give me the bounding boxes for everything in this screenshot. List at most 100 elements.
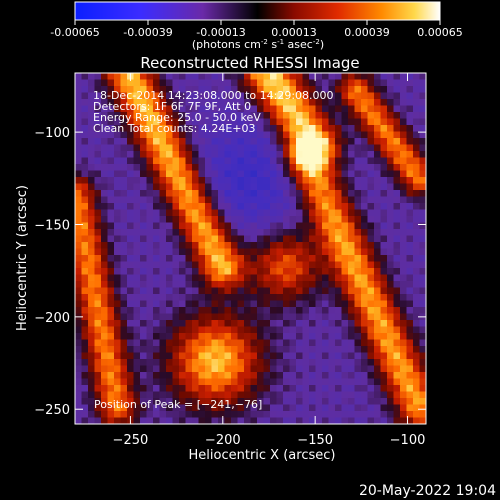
x-tick-label: −200 [205,433,241,448]
heatmap-cell [361,339,368,347]
heatmap-cell [153,294,160,301]
heatmap-cell [413,125,420,132]
heatmap-cell [198,105,206,113]
heatmap-cell [380,372,388,379]
heatmap-cell [296,105,303,113]
heatmap-cell [348,222,355,230]
heatmap-cell [387,151,394,158]
heatmap-cell [94,294,102,301]
heatmap-cell [218,86,225,93]
heatmap-cell [244,346,251,353]
heatmap-cell [198,216,206,223]
heatmap-cell [250,190,258,197]
heatmap-cell [419,118,426,126]
heatmap-cell [413,229,420,236]
heatmap-cell [387,365,394,373]
heatmap-cell [94,209,102,217]
heatmap-cell [88,144,95,152]
heatmap-cell [179,372,186,379]
heatmap-cell [302,105,310,113]
heatmap-cell [120,417,128,424]
heatmap-cell [101,359,108,366]
heatmap-cell [387,307,394,314]
heatmap-cell [361,261,368,269]
heatmap-cell [192,73,199,80]
heatmap-cell [75,138,82,145]
heatmap-cell [315,294,323,301]
heatmap-cell [367,398,375,405]
heatmap-cell [283,372,290,379]
heatmap-cell [218,235,225,243]
heatmap-cell [309,398,316,405]
heatmap-cell [367,417,375,424]
heatmap-cell [335,372,342,379]
heatmap-cell [406,352,414,360]
heatmap-cell [81,300,89,308]
heatmap-cell [315,190,323,197]
heatmap-cell [406,177,414,184]
heatmap-cell [179,268,186,275]
heatmap-cell [374,196,381,204]
heatmap-cell [348,151,355,158]
heatmap-cell [354,203,362,210]
heatmap-cell [198,157,206,165]
heatmap-cell [205,274,212,282]
heatmap-cell [172,391,180,399]
heatmap-cell [296,300,303,308]
heatmap-cell [127,86,134,93]
heatmap-cell [114,268,121,275]
heatmap-cell [296,86,303,93]
heatmap-cell [387,86,394,93]
heatmap-cell [380,417,388,424]
heatmap-cell [218,203,225,210]
heatmap-cell [283,73,290,80]
heatmap-cell [120,183,128,191]
heatmap-cell [172,398,180,405]
heatmap-cell [341,300,349,308]
heatmap-cell [218,359,225,366]
heatmap-cell [289,157,297,165]
heatmap-cell [413,372,420,379]
heatmap-cell [406,203,414,210]
heatmap-cell [302,164,310,171]
heatmap-cell [172,255,180,262]
heatmap-cell [315,170,323,178]
heatmap-cell [361,242,368,249]
heatmap-cell [406,118,414,126]
heatmap-cell [101,229,108,236]
heatmap-cell [393,313,401,321]
heatmap-cell [296,125,303,132]
heatmap-cell [185,326,193,334]
heatmap-cell [192,339,199,347]
heatmap-cell [250,209,258,217]
heatmap-cell [172,313,180,321]
heatmap-cell [205,372,212,379]
heatmap-cell [179,248,186,256]
heatmap-cell [400,313,407,321]
heatmap-cell [348,333,355,340]
heatmap-cell [153,125,160,132]
heatmap-cell [114,287,121,295]
heatmap-cell [192,229,199,236]
heatmap-cell [120,222,128,230]
heatmap-cell [270,404,277,412]
heatmap-cell [237,346,245,353]
heatmap-cell [283,125,290,132]
heatmap-cell [374,307,381,314]
heatmap-cell [127,281,134,288]
heatmap-cell [322,411,329,418]
heatmap-cell [133,170,141,178]
heatmap-cell [120,242,128,249]
heatmap-cell [322,294,329,301]
heatmap-cell [361,300,368,308]
heatmap-cell [114,86,121,93]
heatmap-cell [218,281,225,288]
heatmap-cell [302,92,310,100]
heatmap-cell [211,112,219,119]
heatmap-cell [296,73,303,80]
heatmap-cell [400,274,407,282]
heatmap-cell [244,352,251,360]
heatmap-cell [237,307,245,314]
heatmap-cell [146,359,154,366]
heatmap-cell [341,144,349,152]
